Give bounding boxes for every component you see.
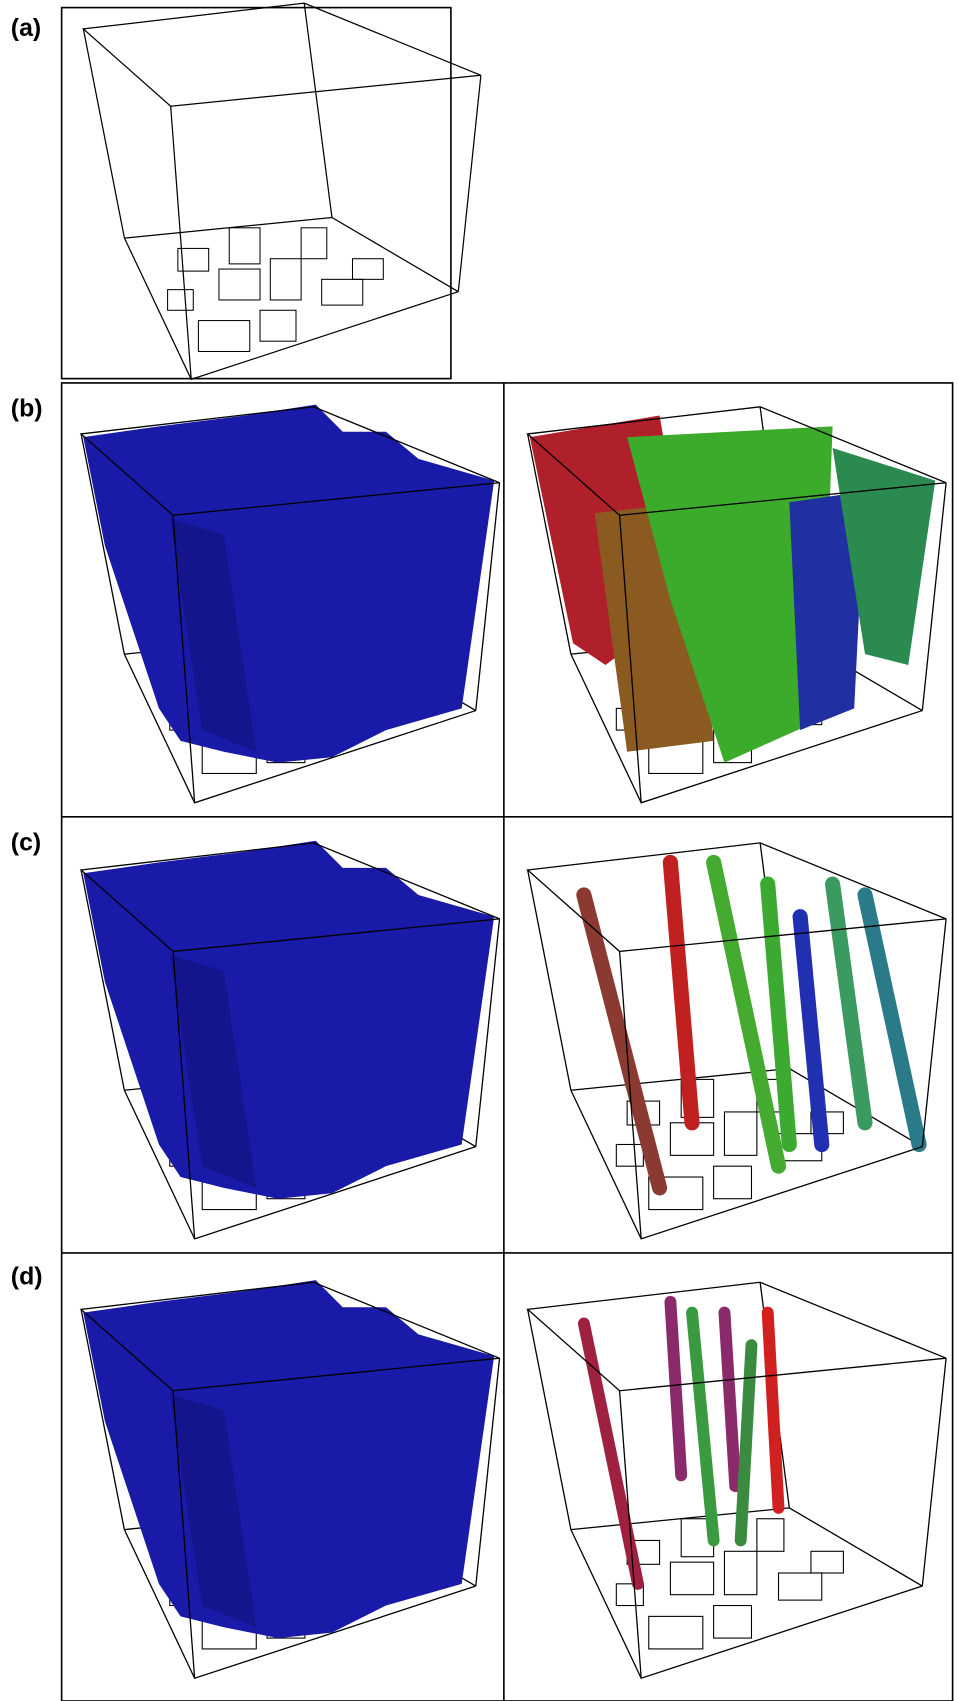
box-edge bbox=[83, 3, 481, 106]
panel-frame bbox=[62, 8, 451, 379]
building bbox=[724, 1551, 756, 1594]
rendering bbox=[83, 3, 481, 379]
building bbox=[352, 259, 383, 280]
blue-surface bbox=[83, 841, 494, 1199]
box-edge bbox=[304, 3, 332, 217]
rendering bbox=[528, 407, 946, 803]
building bbox=[714, 1166, 752, 1199]
building bbox=[168, 290, 194, 311]
box-edge bbox=[922, 1358, 946, 1586]
blue-surface bbox=[83, 405, 494, 763]
vortex-tube bbox=[833, 884, 865, 1123]
building bbox=[811, 1551, 843, 1573]
building bbox=[779, 1573, 822, 1600]
rendering bbox=[81, 841, 499, 1239]
box-edge bbox=[124, 238, 458, 379]
rendering bbox=[81, 1280, 499, 1678]
building bbox=[757, 1519, 784, 1552]
building bbox=[270, 259, 301, 300]
building bbox=[670, 1562, 713, 1595]
panel-label: (c) bbox=[11, 828, 41, 856]
box-edge bbox=[458, 75, 481, 291]
page: (a) (b) (c) (d) (() => { const data = JS… bbox=[0, 0, 958, 1701]
vortex-tube bbox=[670, 1302, 681, 1476]
vortex-tube bbox=[670, 862, 692, 1122]
building bbox=[714, 1606, 752, 1639]
building bbox=[198, 321, 249, 352]
building bbox=[649, 1616, 703, 1649]
rendering bbox=[81, 405, 499, 803]
vortex-tube bbox=[768, 1313, 779, 1508]
vortex-tube bbox=[800, 917, 822, 1145]
vortex-tube bbox=[584, 1323, 638, 1583]
building bbox=[322, 279, 363, 305]
rendering bbox=[528, 1282, 946, 1678]
blue-surface bbox=[83, 1280, 494, 1638]
panel-label: (a) bbox=[11, 14, 41, 42]
building bbox=[260, 310, 296, 341]
box-edge bbox=[922, 919, 946, 1147]
vortex-tube bbox=[741, 1345, 752, 1540]
vortex-tube bbox=[724, 1313, 735, 1487]
panel-label: (b) bbox=[11, 395, 43, 423]
figure: (a) (b) (c) (d) bbox=[0, 0, 958, 1701]
box-edge bbox=[171, 106, 192, 379]
panel-label: (d) bbox=[11, 1262, 43, 1290]
vortex-tube bbox=[865, 895, 919, 1145]
building bbox=[219, 269, 260, 300]
building bbox=[301, 228, 327, 259]
rendering bbox=[528, 843, 946, 1239]
box-edge bbox=[571, 1530, 922, 1679]
box-edge bbox=[124, 218, 458, 292]
building bbox=[616, 1144, 643, 1166]
building bbox=[229, 228, 260, 264]
building bbox=[724, 1112, 756, 1155]
vortex-tube bbox=[692, 1313, 714, 1541]
